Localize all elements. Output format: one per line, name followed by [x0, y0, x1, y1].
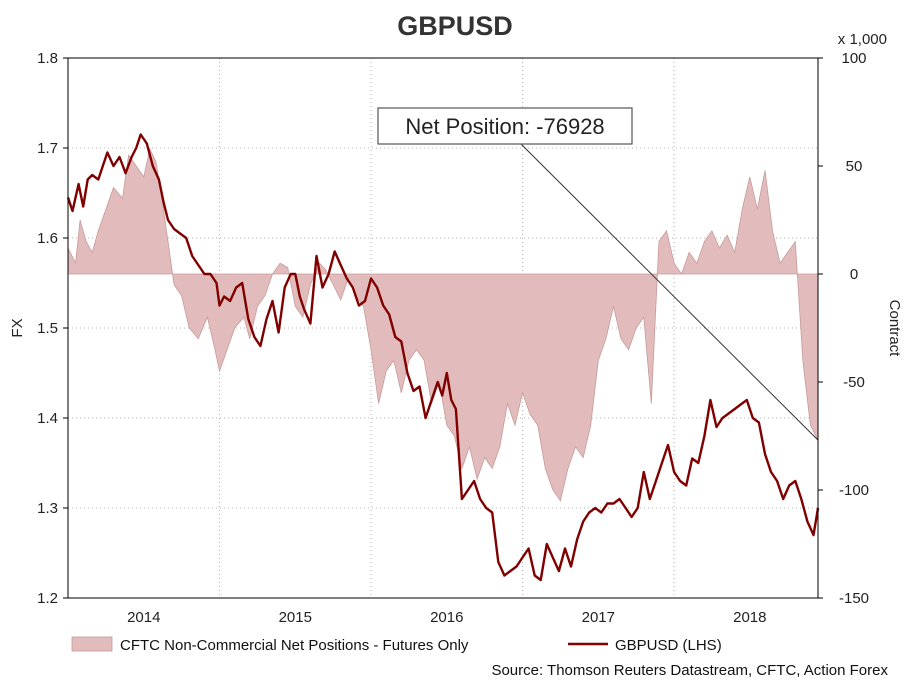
right-axis-ticks: -150 -100 -50 0 50 100: [818, 50, 869, 607]
left-tick-label: 1.4: [37, 410, 58, 427]
legend-line-label: GBPUSD (LHS): [615, 637, 722, 654]
left-tick-label: 1.7: [37, 140, 58, 157]
annotation-group: Net Position: -76928: [377, 107, 819, 441]
net-positions-area-layer: [67, 147, 819, 502]
legend-area-swatch: [71, 636, 113, 652]
right-axis-multiplier: x 1,000: [838, 31, 887, 48]
left-tick-label: 1.2: [37, 590, 58, 607]
left-tick-label: 1.3: [37, 500, 58, 517]
chart-title: GBPUSD: [397, 11, 513, 41]
legend-area-label: CFTC Non-Commercial Net Positions - Futu…: [120, 637, 469, 654]
right-tick-label: -150: [839, 590, 869, 607]
right-tick-label: 100: [841, 50, 866, 67]
annotation-box: [377, 107, 633, 145]
x-tick-label: 2015: [279, 609, 312, 626]
left-axis-title: FX: [9, 318, 26, 337]
left-tick-label: 1.8: [37, 50, 58, 67]
net-positions-area: [67, 147, 819, 502]
right-tick-label: 0: [850, 266, 858, 283]
x-axis-ticks: 2014 2015 2016 2017 2018: [127, 609, 766, 626]
source-note: Source: Thomson Reuters Datastream, CFTC…: [491, 662, 888, 679]
right-axis-title: Contract: [886, 300, 903, 358]
left-tick-label: 1.5: [37, 320, 58, 337]
annotation-leader-line: [519, 142, 819, 441]
right-tick-label: -50: [843, 374, 865, 391]
x-tick-label: 2014: [127, 609, 160, 626]
right-tick-label: 50: [846, 158, 863, 175]
x-tick-label: 2018: [733, 609, 766, 626]
annotation-text: Net Position: -76928: [405, 114, 604, 139]
left-axis-ticks: 1.2 1.3 1.4 1.5 1.6 1.7 1.8: [37, 50, 68, 607]
x-tick-label: 2017: [582, 609, 615, 626]
right-tick-label: -100: [839, 482, 869, 499]
legend: CFTC Non-Commercial Net Positions - Futu…: [71, 636, 722, 654]
left-tick-label: 1.6: [37, 230, 58, 247]
x-tick-label: 2016: [430, 609, 463, 626]
gbpusd-line-layer: [66, 133, 820, 582]
gbpusd-line: [66, 133, 820, 582]
